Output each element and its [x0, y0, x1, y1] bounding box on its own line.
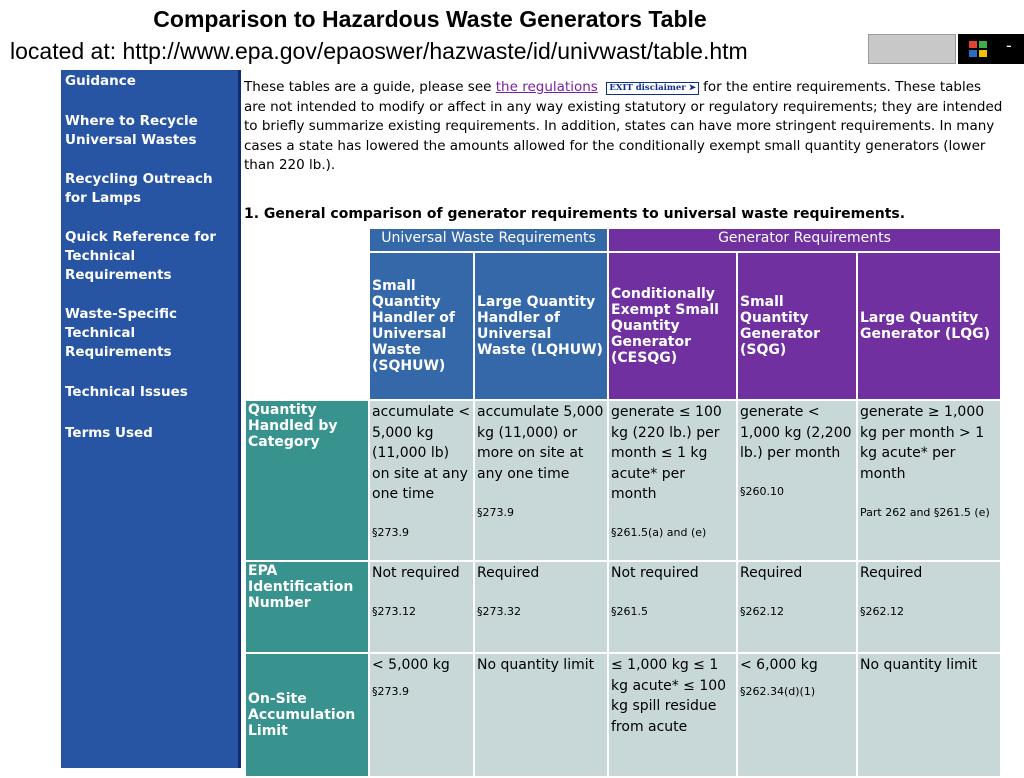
exit-disclaimer-text: EXIT disclaimer	[609, 83, 686, 93]
sidebar-item-technical-issues[interactable]: Technical Issues	[65, 384, 188, 400]
table-cell: Required §262.12	[858, 562, 1000, 652]
sidebar-item-guidance[interactable]: Guidance	[65, 73, 136, 89]
column-header-sqg: Small Quantity Generator (SQG)	[738, 253, 856, 399]
table-cell: Required §273.32	[475, 562, 607, 652]
cell-citation: §273.32	[477, 605, 521, 618]
corner-cell	[246, 229, 368, 251]
cell-citation: §260.10	[740, 485, 784, 498]
column-header-lqg: Large Quantity Generator (LQG)	[858, 253, 1000, 399]
cell-text: generate < 1,000 kg (2,200 lb.) per mont…	[740, 404, 852, 461]
sidebar-item-where-to-recycle[interactable]: Where to Recycle Universal Wastes	[65, 113, 198, 148]
group-header-universal-waste: Universal Waste Requirements	[370, 229, 607, 251]
sidebar-item-quick-reference[interactable]: Quick Reference for Technical Requiremen…	[65, 229, 217, 283]
cell-citation: §273.12	[372, 605, 416, 618]
table-cell: < 5,000 kg §273.9	[370, 654, 473, 776]
section-heading: 1. General comparison of generator requi…	[244, 206, 906, 222]
cell-text: generate ≥ 1,000 kg per month > 1 kg acu…	[860, 404, 985, 482]
cell-text: Required	[740, 565, 803, 581]
cell-text: ≤ 1,000 kg ≤ 1 kg acute* ≤ 100 kg spill …	[611, 657, 727, 735]
cell-citation: §261.5(a) and (e)	[611, 526, 707, 539]
cell-citation: §262.34(d)(1)	[740, 684, 816, 698]
table-cell: No quantity limit	[858, 654, 1000, 776]
column-header-cesqg: Conditionally Exempt Small Quantity Gene…	[609, 253, 736, 399]
regulations-link[interactable]: the regulations	[495, 79, 598, 95]
row-label-epa-id: EPA Identification Number	[246, 562, 368, 652]
cell-citation: §261.5	[611, 605, 648, 618]
exit-disclaimer-badge[interactable]: EXIT disclaimer ➤	[606, 82, 699, 95]
cell-text: No quantity limit	[860, 657, 978, 673]
table-row-quantity: Quantity Handled by Category accumulate …	[246, 401, 1000, 560]
cell-text: Required	[477, 565, 540, 581]
sidebar-nav: Guidance Where to Recycle Universal Wast…	[61, 70, 238, 768]
table-cell: accumulate < 5,000 kg (11,000 lb) on sit…	[370, 401, 473, 560]
sidebar-item-terms-used[interactable]: Terms Used	[65, 425, 153, 441]
cell-text: generate ≤ 100 kg (220 lb.) per month ≤ …	[611, 404, 722, 502]
cell-text: < 6,000 kg	[740, 657, 818, 673]
cell-text: No quantity limit	[477, 657, 595, 673]
taskbar-dash: -	[1006, 36, 1012, 55]
exit-arrow-icon: ➤	[688, 83, 696, 93]
cell-text: accumulate 5,000 kg (11,000) or more on …	[477, 404, 604, 482]
sidebar-divider	[238, 70, 241, 768]
table-cell: Not required §261.5	[609, 562, 736, 652]
column-header-row: Small Quantity Handler of Universal Wast…	[246, 253, 1000, 399]
row-label-accumulation: On-Site Accumulation Limit	[246, 654, 368, 776]
windows-flag-icon[interactable]	[968, 40, 988, 58]
intro-text-end: for the entire requirements. These table…	[244, 79, 1003, 173]
cell-citation: §262.12	[740, 605, 784, 618]
intro-text-start: These tables are a guide, please see	[244, 79, 496, 95]
table-cell: Not required §273.12	[370, 562, 473, 652]
table-cell: generate ≤ 100 kg (220 lb.) per month ≤ …	[609, 401, 736, 560]
cell-text: Not required	[372, 565, 460, 581]
group-header-generator: Generator Requirements	[609, 229, 1000, 251]
cell-citation: §273.9	[477, 505, 514, 519]
table-cell: generate ≥ 1,000 kg per month > 1 kg acu…	[858, 401, 1000, 560]
cell-citation: §273.9	[372, 526, 409, 539]
cell-text: Not required	[611, 565, 699, 581]
main-content: These tables are a guide, please see the…	[244, 78, 1004, 222]
corner-cell	[246, 253, 368, 399]
cell-citation: Part 262 and §261.5 (e)	[860, 505, 990, 519]
cell-citation: §273.9	[372, 684, 409, 698]
group-header-row: Universal Waste Requirements Generator R…	[246, 229, 1000, 251]
table-cell: < 6,000 kg §262.34(d)(1)	[738, 654, 856, 776]
table-cell: No quantity limit	[475, 654, 607, 776]
row-label-quantity: Quantity Handled by Category	[246, 401, 368, 560]
taskbar-tray	[958, 34, 1024, 64]
table-cell: ≤ 1,000 kg ≤ 1 kg acute* ≤ 100 kg spill …	[609, 654, 736, 776]
slide-subtitle: located at: http://www.epa.gov/epaoswer/…	[10, 38, 748, 64]
table-row-epa-id: EPA Identification Number Not required §2…	[246, 562, 1000, 652]
sidebar-item-recycling-outreach[interactable]: Recycling Outreach for Lamps	[65, 171, 213, 206]
sidebar-item-waste-specific[interactable]: Waste-Specific Technical Requirements	[65, 306, 177, 360]
table-row-accumulation: On-Site Accumulation Limit < 5,000 kg §27…	[246, 654, 1000, 776]
taskbar-button[interactable]	[868, 34, 956, 64]
comparison-table: Universal Waste Requirements Generator R…	[244, 227, 1002, 778]
slide-title: Comparison to Hazardous Waste Generators…	[153, 6, 707, 32]
cell-text: < 5,000 kg	[372, 657, 450, 673]
table-cell: accumulate 5,000 kg (11,000) or more on …	[475, 401, 607, 560]
cell-text: Required	[860, 565, 923, 581]
cell-citation: §262.12	[860, 605, 904, 618]
column-header-lqhuw: Large Quantity Handler of Universal Wast…	[475, 253, 607, 399]
column-header-sqhuw: Small Quantity Handler of Universal Wast…	[370, 253, 473, 399]
taskbar-fragment: -	[868, 34, 1024, 64]
table-cell: generate < 1,000 kg (2,200 lb.) per mont…	[738, 401, 856, 560]
intro-paragraph: These tables are a guide, please see the…	[244, 78, 1004, 176]
table-cell: Required §262.12	[738, 562, 856, 652]
cell-text: accumulate < 5,000 kg (11,000 lb) on sit…	[372, 404, 471, 502]
